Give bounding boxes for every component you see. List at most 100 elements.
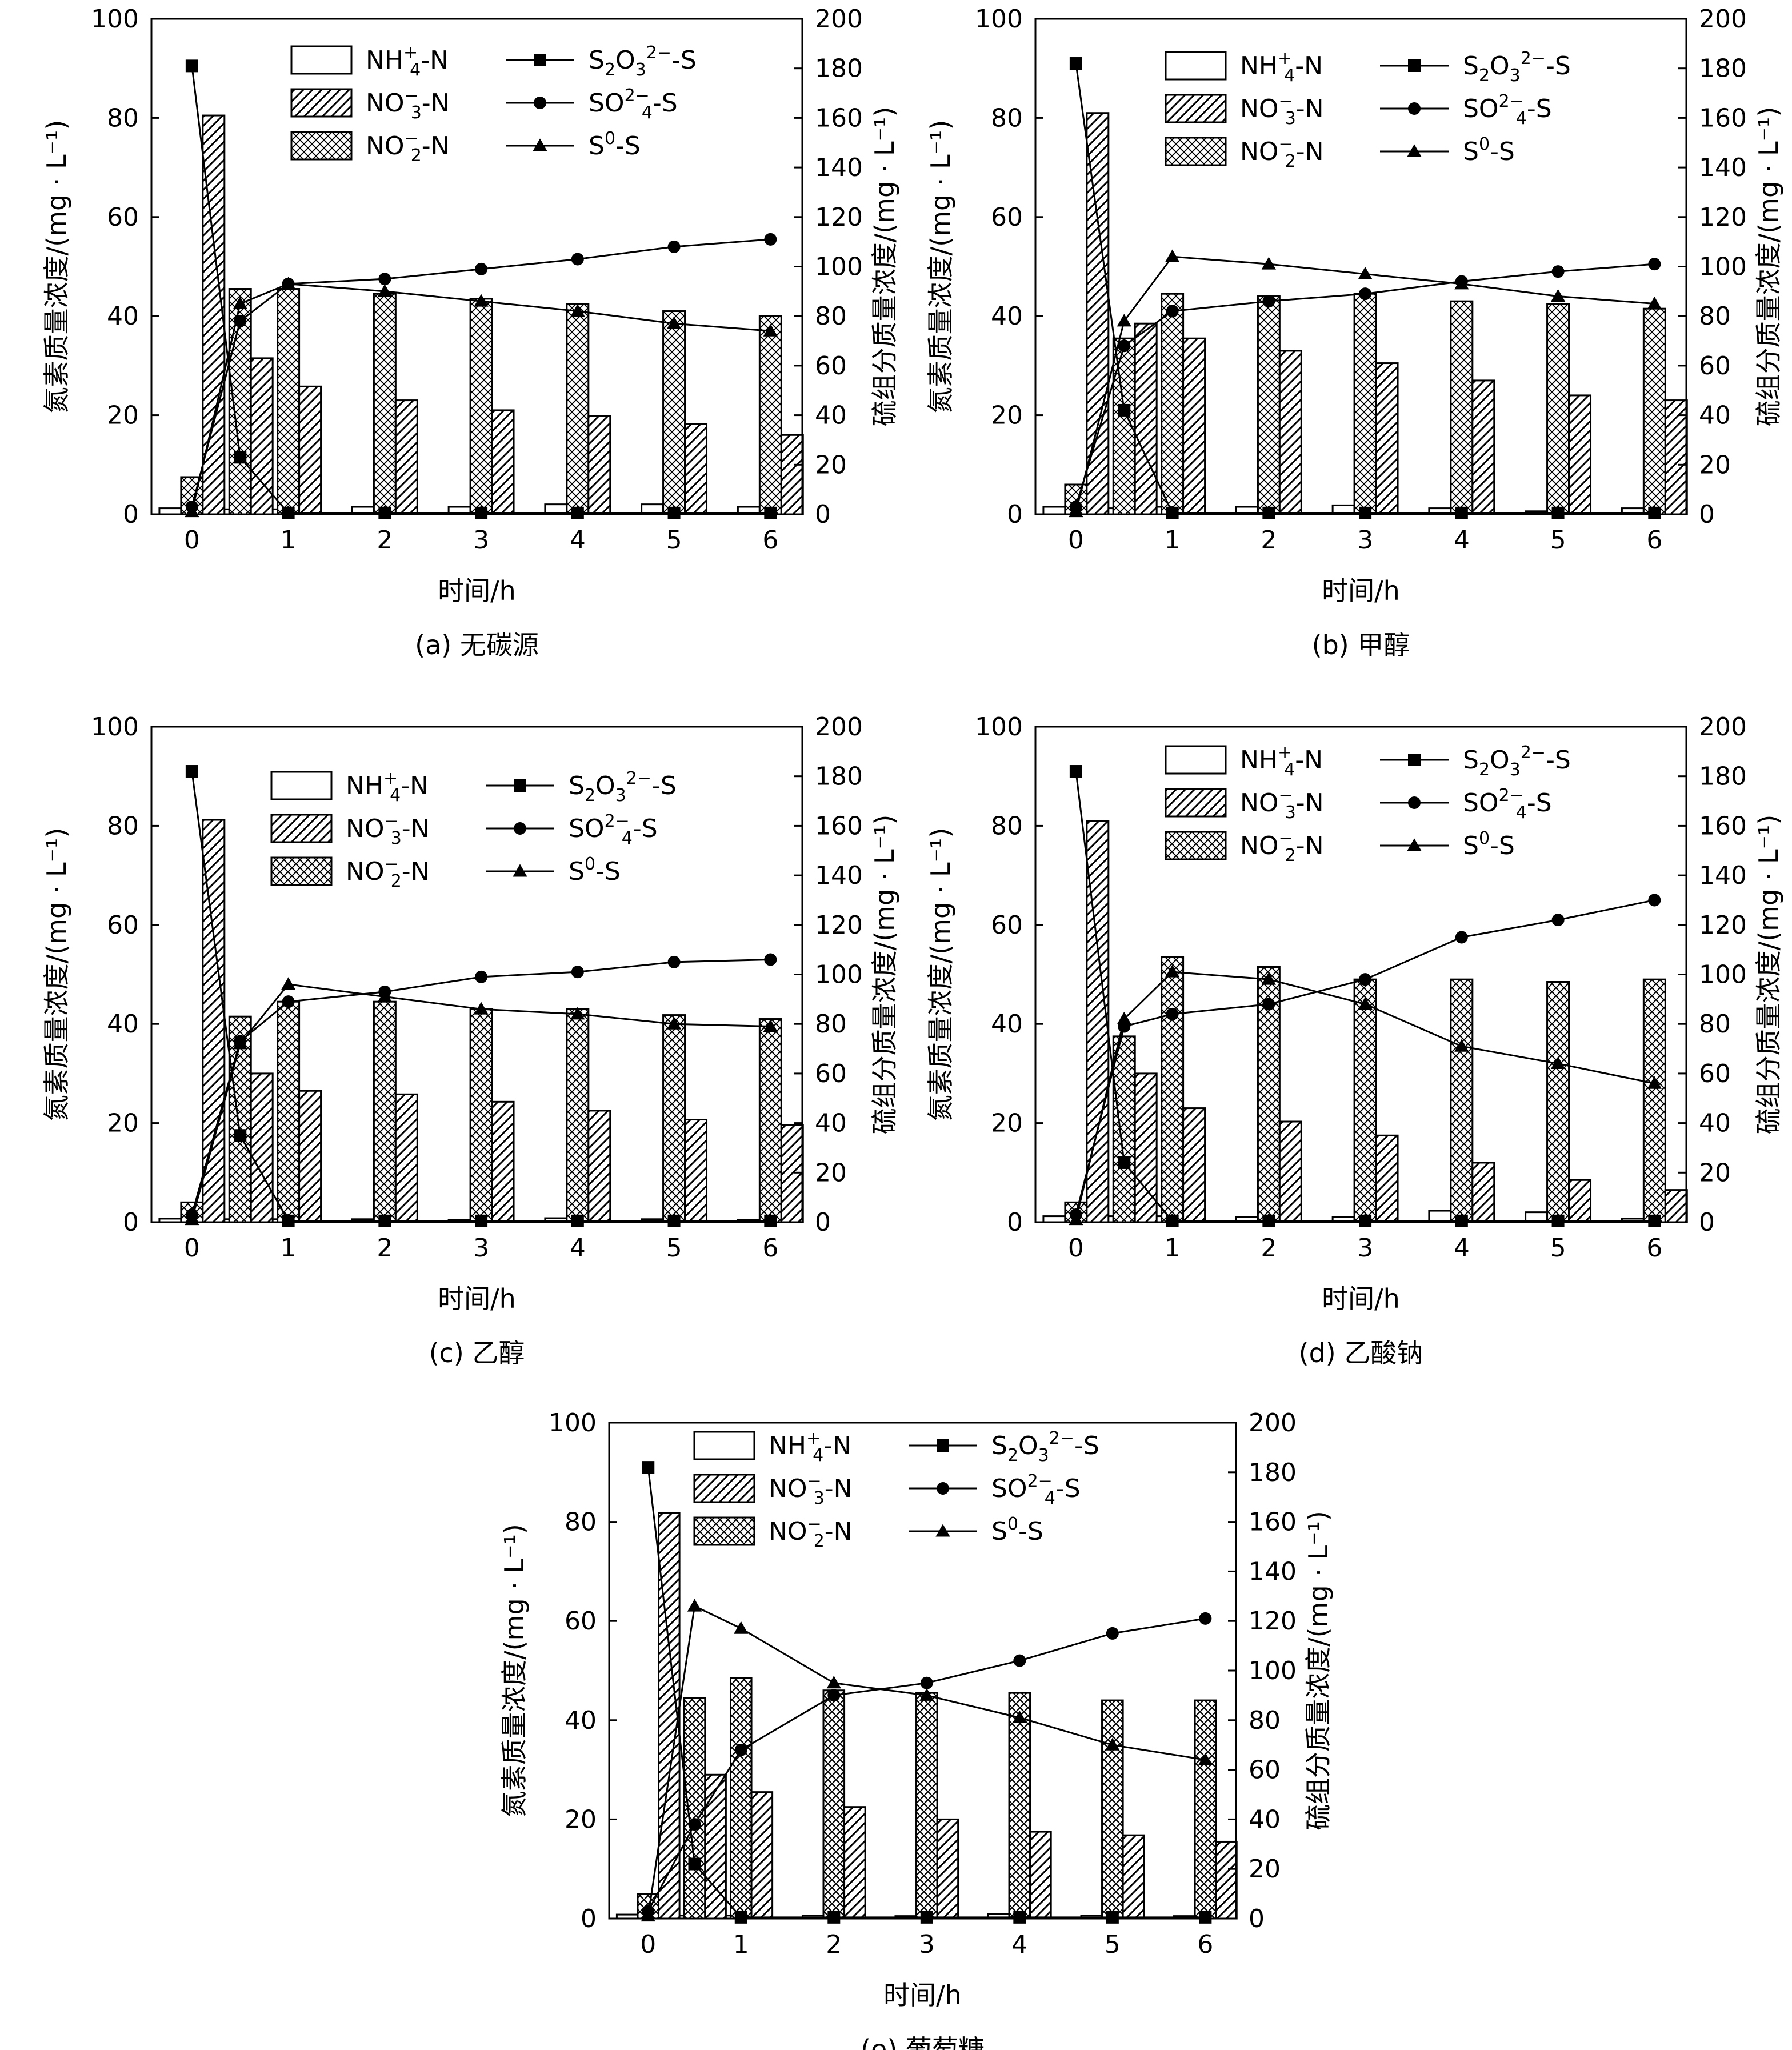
y2-tick-label: 100 — [1249, 1656, 1297, 1685]
y-tick-label: 20 — [107, 1109, 139, 1138]
bar — [822, 1689, 846, 1920]
panel-caption: (e) 葡萄糖 — [861, 2034, 985, 2050]
series-point — [1647, 296, 1662, 310]
series-point — [234, 1129, 247, 1142]
series-point — [734, 1743, 747, 1756]
bar — [1029, 1831, 1052, 1920]
y-axis-title: 氮素质量浓度/(mg · L⁻¹) — [925, 828, 956, 1122]
y-tick-label: 40 — [107, 302, 139, 331]
series-point — [1012, 1710, 1027, 1723]
bar — [1215, 1840, 1238, 1920]
legend-label-s0: S0-S — [991, 1514, 1043, 1546]
chart-panel-1: 0 1 2 3 4 5 6020406080100020406080100120140160… — [925, 5, 1784, 660]
y-tick-label: 100 — [91, 712, 139, 742]
bar — [1134, 322, 1158, 515]
chart-panel-0: 0 1 2 3 4 5 6020406080100020406080100120140160… — [41, 5, 900, 660]
bar — [1008, 1692, 1031, 1920]
legend-swatch-nh4 — [693, 1431, 755, 1460]
y-tick-label: 0 — [123, 1208, 139, 1237]
series-point — [1648, 258, 1661, 271]
series-line — [1075, 263, 1655, 507]
bar — [1471, 379, 1495, 515]
y2-axis-title: 硫组分质量浓度/(mg · L⁻¹) — [1753, 107, 1784, 427]
legend-label-so4: SO2− 4-S — [569, 811, 658, 848]
y-tick-label: 80 — [565, 1508, 597, 1537]
series-point — [667, 955, 681, 968]
series-point — [764, 233, 777, 246]
x-tick-label: 6 — [1197, 1930, 1213, 1959]
legend-label-nh4: NH+ 4-N — [1240, 743, 1323, 780]
bar — [566, 1008, 590, 1223]
x-tick-label: 5 — [666, 526, 682, 555]
y2-tick-label: 0 — [1249, 1904, 1265, 1933]
series-line — [191, 983, 771, 1220]
y-tick-label: 80 — [107, 811, 139, 840]
y2-tick-label: 120 — [1699, 911, 1747, 940]
series-point — [1069, 765, 1082, 778]
y-tick-label: 100 — [91, 5, 139, 34]
series-point — [1261, 257, 1277, 270]
bar — [1450, 978, 1474, 1223]
y-tick-label: 0 — [1007, 500, 1023, 529]
series-line — [191, 283, 771, 512]
y2-tick-label: 200 — [815, 712, 863, 742]
x-tick-label: 2 — [1261, 1234, 1277, 1263]
series-point — [185, 765, 198, 778]
bar — [491, 1100, 515, 1223]
series-point — [1359, 287, 1372, 301]
x-axis-title: 时间/h — [1322, 1283, 1400, 1314]
bar — [1642, 978, 1666, 1223]
legend-label-s0: S0-S — [1463, 134, 1515, 166]
series-point — [1165, 249, 1180, 262]
series-point — [734, 1621, 749, 1634]
x-tick-label: 4 — [1454, 526, 1470, 555]
y2-tick-label: 120 — [815, 911, 863, 940]
y2-tick-label: 140 — [1699, 153, 1747, 182]
bar — [758, 1018, 782, 1223]
y2-tick-label: 0 — [1699, 1208, 1715, 1237]
x-tick-label: 1 — [1165, 1234, 1181, 1263]
bar — [1134, 1072, 1158, 1223]
legend-swatch-nh4 — [1165, 51, 1227, 81]
y2-tick-label: 160 — [1699, 103, 1747, 133]
y-axis-title: 氮素质量浓度/(mg · L⁻¹) — [41, 120, 72, 414]
legend-label-so4: SO2− 4-S — [1463, 786, 1552, 823]
x-tick-label: 0 — [184, 1234, 200, 1263]
y2-tick-label: 160 — [815, 103, 863, 133]
y2-tick-label: 40 — [1249, 1805, 1281, 1834]
legend-label-no2: NO− 2-N — [346, 854, 430, 891]
bar — [1546, 303, 1570, 515]
series-point — [282, 995, 295, 1008]
series-point — [1455, 931, 1468, 944]
legend-label-so4: SO2− 4-S — [991, 1471, 1081, 1508]
y-tick-label: 100 — [975, 5, 1023, 34]
legend-label-nh4: NH+ 4-N — [769, 1428, 851, 1466]
y2-tick-label: 40 — [1699, 401, 1731, 430]
bar — [780, 434, 804, 515]
bar — [491, 409, 515, 515]
y2-tick-label: 0 — [815, 500, 831, 529]
bar — [662, 1014, 686, 1223]
series-point — [1166, 1007, 1179, 1020]
series-point — [1454, 1039, 1469, 1052]
legend-label-no2: NO− 2-N — [366, 129, 450, 166]
y2-tick-label: 20 — [1699, 1158, 1731, 1187]
y2-tick-label: 100 — [815, 253, 863, 282]
series-point — [1106, 1627, 1119, 1640]
legend-label-no3: NO− 3-N — [366, 86, 450, 123]
series-line — [647, 1467, 1206, 1919]
x-tick-label: 3 — [473, 1234, 489, 1263]
series-point — [1117, 1011, 1131, 1025]
y2-tick-label: 140 — [815, 153, 863, 182]
bar — [704, 1773, 727, 1920]
x-tick-label: 4 — [570, 526, 586, 555]
series-line — [1075, 255, 1655, 512]
y2-tick-label: 160 — [815, 811, 863, 840]
y2-tick-label: 60 — [1699, 1059, 1731, 1088]
legend-swatch-no2 — [1165, 831, 1227, 860]
series-point — [642, 1461, 655, 1474]
series-point — [1199, 1612, 1212, 1625]
legend-label-s2o3: S2O32−-S — [569, 768, 677, 806]
bar — [298, 385, 322, 515]
y2-tick-label: 160 — [1249, 1508, 1297, 1537]
